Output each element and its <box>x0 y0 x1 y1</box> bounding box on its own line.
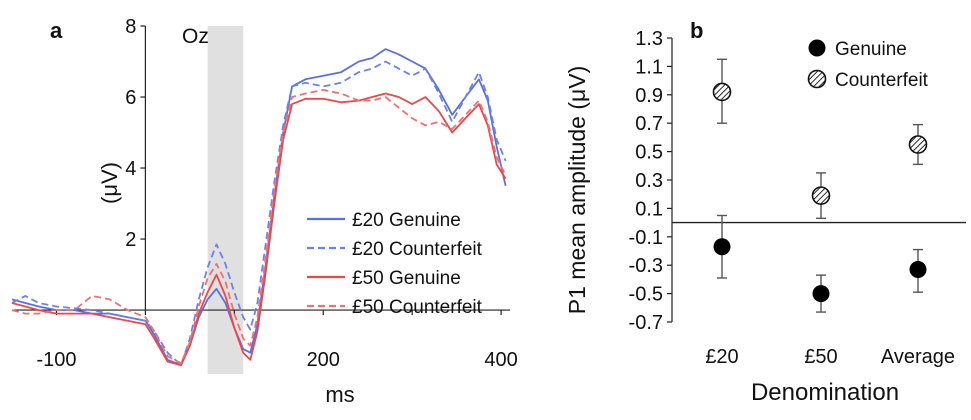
y-tick-label: 0.9 <box>635 85 663 107</box>
y-tick-label: 0.1 <box>635 198 663 220</box>
y-tick-label: 1.1 <box>635 56 663 78</box>
highlight-window <box>207 26 244 374</box>
legend-label: £20 Counterfeit <box>352 239 483 260</box>
x-tick-label: £20 <box>705 346 738 368</box>
series-line <box>11 92 507 366</box>
x-axis: -100 200 400 <box>12 309 518 371</box>
legend-label: £50 Counterfeit <box>352 297 483 318</box>
data-point <box>909 260 927 278</box>
y-tick-label: 1.3 <box>635 28 663 50</box>
y-tick-label: -0.5 <box>629 284 663 306</box>
y-axis: 2 4 6 8 <box>125 16 146 311</box>
legend: Genuine Counterfeit <box>807 39 929 91</box>
legend-label: £20 Genuine <box>352 210 461 231</box>
y-tick-label: 8 <box>125 16 136 38</box>
y-tick-label: 2 <box>125 229 136 251</box>
y-tick-label: -0.3 <box>629 255 663 277</box>
y-tick-label: 0.5 <box>635 142 663 164</box>
legend-marker <box>807 69 827 89</box>
y-tick-label: 0.3 <box>635 170 663 192</box>
x-tick-label: Average <box>881 346 955 368</box>
panel-b-letter: b <box>690 18 703 43</box>
legend-label: Genuine <box>835 39 907 60</box>
y-tick-label: -0.7 <box>629 312 663 334</box>
x-tick-label: 400 <box>484 349 517 371</box>
panel-a: a 2 4 6 8 -100 200 400 Oz (μV) ms £20 Genuine… <box>11 16 518 407</box>
channel-label: Oz <box>182 25 209 48</box>
panel-b: b 1.31.10.90.70.50.30.1-0.1-0.3-0.5-0.7 … <box>564 18 966 406</box>
x-tick-label: 200 <box>307 349 340 371</box>
x-axis: £20 £50 Average <box>672 221 966 368</box>
y-tick-label: -0.1 <box>629 227 663 249</box>
legend: £20 Genuine £20 Counterfeit £50 Genuine £50… <box>307 210 483 318</box>
x-axis-title: ms <box>325 382 354 407</box>
y-axis: 1.3 1.1 0.9 0.7 0.5 0.3 0.1 -0.1 -0.3 -0.5 -0.7 <box>629 28 673 334</box>
legend-label: £50 Genuine <box>352 268 461 289</box>
x-tick-label: -100 <box>36 349 76 371</box>
series-line <box>11 60 507 366</box>
data-point <box>713 238 731 256</box>
legend-marker <box>808 39 826 57</box>
y-tick-label: 0.7 <box>635 113 663 135</box>
y-axis-title: P1 mean amplitude (μV) <box>564 66 590 314</box>
x-axis-title: Denomination <box>751 379 899 406</box>
y-tick-label: 4 <box>125 158 136 180</box>
data-point <box>812 285 830 303</box>
data-point <box>908 135 928 154</box>
legend-label: Counterfeit <box>835 70 929 91</box>
y-axis-title: (μV) <box>97 162 122 204</box>
points-group <box>712 58 928 313</box>
data-point <box>811 186 831 205</box>
y-tick-label: 6 <box>125 87 136 109</box>
panel-a-letter: a <box>50 18 63 43</box>
x-tick-label: £50 <box>804 346 837 368</box>
series-group <box>11 48 507 366</box>
data-point <box>712 82 732 102</box>
